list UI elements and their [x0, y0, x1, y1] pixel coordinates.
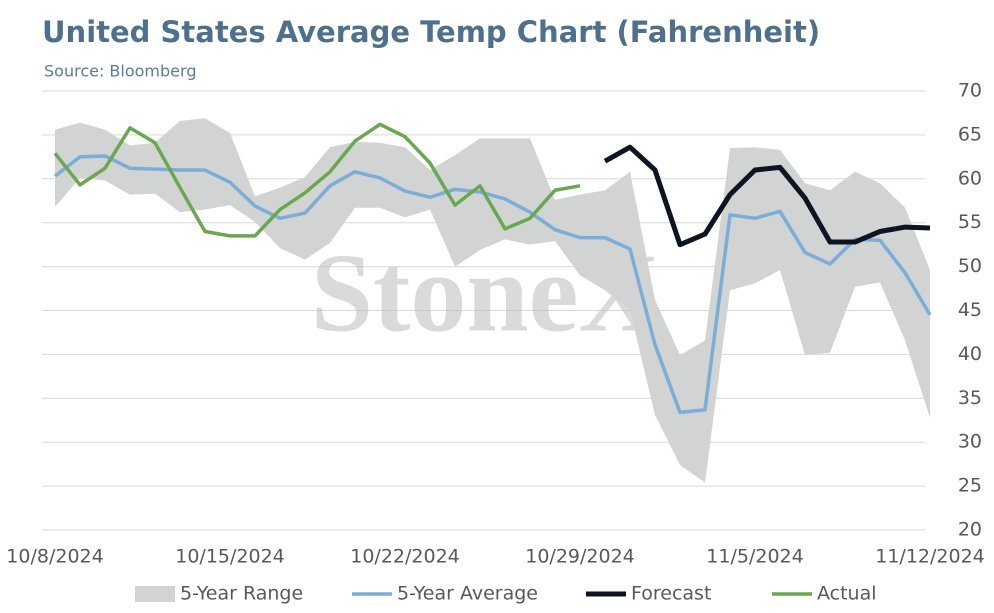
x-tick-label: 10/22/2024 — [350, 546, 460, 568]
series-line — [603, 144, 931, 248]
legend-label: Actual — [817, 583, 877, 605]
legend-label: 5-Year Average — [397, 583, 538, 605]
y-tick-label: 65 — [958, 123, 982, 145]
y-tick-label: 35 — [958, 387, 982, 409]
x-tick-label: 11/12/2024 — [875, 546, 985, 568]
y-tick-label: 30 — [958, 431, 982, 453]
y-tick-label: 25 — [958, 475, 982, 497]
y-tick-label: 40 — [958, 343, 982, 365]
range-band — [55, 118, 930, 483]
series-line — [53, 122, 581, 238]
y-tick-label: 55 — [958, 211, 982, 233]
x-tick-label: 10/8/2024 — [6, 546, 103, 568]
x-tick-label: 11/5/2024 — [706, 546, 803, 568]
y-tick-label: 50 — [958, 255, 982, 277]
legend-label: 5-Year Range — [180, 583, 303, 605]
x-tick-label: 10/29/2024 — [525, 546, 635, 568]
y-tick-label: 20 — [958, 519, 982, 541]
x-tick-label: 10/15/2024 — [175, 546, 285, 568]
y-tick-label: 60 — [958, 167, 982, 189]
series-line — [53, 154, 932, 415]
legend-swatch — [135, 586, 175, 602]
chart-title: United States Average Temp Chart (Fahren… — [42, 15, 820, 49]
chart-subtitle: Source: Bloomberg — [44, 62, 196, 81]
y-tick-label: 45 — [958, 299, 982, 321]
y-tick-label: 70 — [958, 80, 982, 102]
legend-label: Forecast — [631, 583, 711, 605]
